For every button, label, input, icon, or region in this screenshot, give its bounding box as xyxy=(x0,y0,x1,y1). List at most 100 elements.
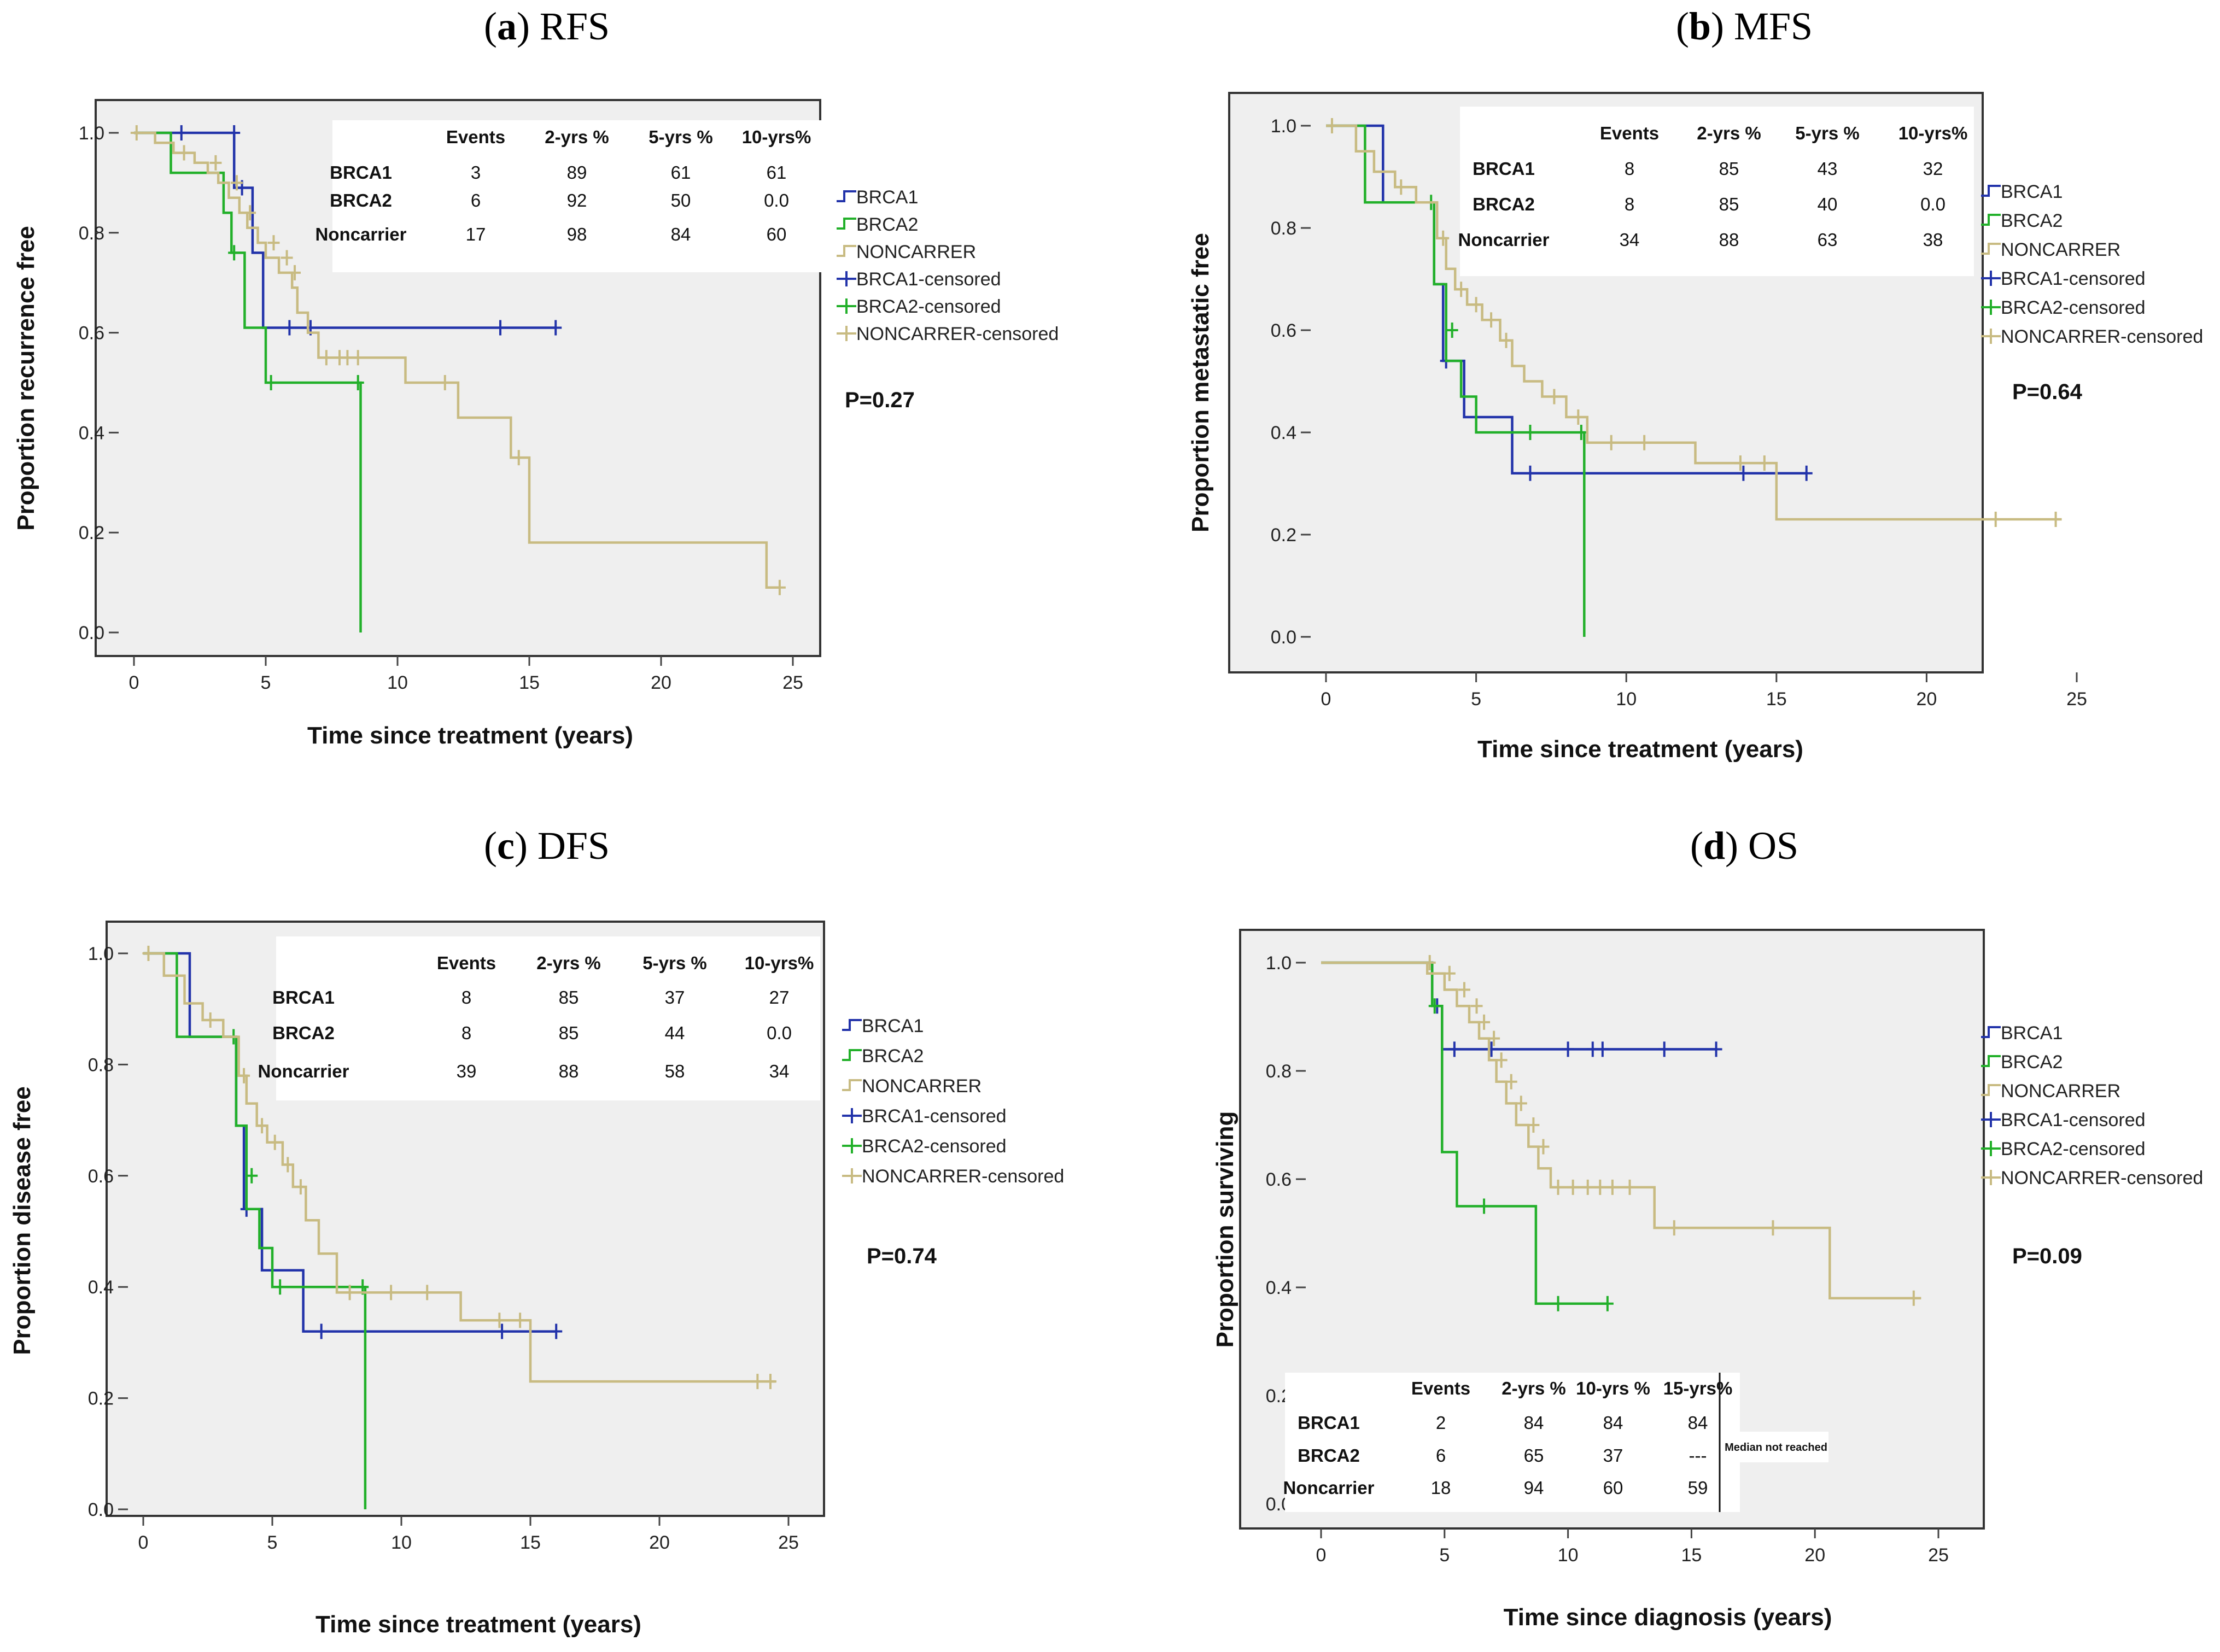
series-layer-a xyxy=(130,125,786,632)
x-tick-label: 5 xyxy=(1439,1545,1450,1566)
table-cell: --- xyxy=(1689,1445,1707,1466)
censor-mark-brca1 xyxy=(1800,465,1813,481)
x-tick-label: 10 xyxy=(391,1532,412,1553)
censor-mark-noncarrier xyxy=(1668,1220,1680,1236)
censor-mark-noncarrier xyxy=(751,1374,764,1390)
y-ticks-b: 0.0 0.2 0.4 0.6 0.8 1.0 xyxy=(1271,116,1311,648)
x-ticks-c: 0 5 10 15 20 25 xyxy=(138,1516,799,1553)
censor-mark-noncarrier xyxy=(1552,1179,1564,1195)
table-cell: 18 xyxy=(1431,1478,1451,1498)
censor-mark-brca2 xyxy=(1575,425,1587,440)
table-cell: 61 xyxy=(767,162,787,183)
legend-swatch-noncarrier-censored xyxy=(837,326,856,341)
legend-label: BRCA2 xyxy=(856,214,918,235)
legend-label: BRCA1-censored xyxy=(856,269,1001,290)
x-tick-label: 0 xyxy=(1321,689,1331,710)
censor-mark-noncarrier xyxy=(230,175,243,191)
table-header-cell: 15-yrs% xyxy=(1663,1378,1733,1398)
table-header-cell: Events xyxy=(437,953,496,973)
censor-mark-noncarrier xyxy=(352,350,364,366)
table-cell: 43 xyxy=(1818,159,1838,179)
censor-mark-noncarrier xyxy=(1325,118,1338,133)
legend-a: BRCA1 BRCA2 NONCARRER BRCA1-censored BRCA2-c… xyxy=(837,187,1059,344)
legend-label: BRCA2-censored xyxy=(862,1136,1007,1157)
censor-mark-brca2 xyxy=(1446,323,1458,338)
censor-mark-noncarrier xyxy=(1581,1179,1594,1195)
series-line-brca2 xyxy=(143,952,367,1509)
legend-label: NONCARRER xyxy=(2001,239,2120,260)
censor-mark-brca1 xyxy=(1524,465,1537,481)
censor-mark-noncarrier xyxy=(1623,1179,1636,1195)
table-header-cell: Events xyxy=(1411,1378,1470,1398)
panel-letter-d: d xyxy=(1703,826,1725,868)
legend-label: NONCARRER-censored xyxy=(2001,326,2203,347)
table-cell: 39 xyxy=(457,1061,477,1081)
chart-svg-d: (d) OS 0.00.20.40.60.81.0 0 5 10 15 20 25 Eve… xyxy=(1212,826,2203,1631)
table-cell: 84 xyxy=(671,224,691,244)
panel-letter-c: c xyxy=(497,826,515,868)
x-tick-label: 15 xyxy=(520,1532,541,1553)
censor-mark-brca1 xyxy=(228,125,241,140)
y-tick-label: 0.8 xyxy=(1266,1061,1292,1082)
censor-mark-noncarrier xyxy=(421,1285,434,1300)
y-axis-label-c: Proportion disease free xyxy=(9,1086,36,1355)
y-ticks-a: 0.0 0.2 0.4 0.6 0.8 1.0 xyxy=(79,123,119,643)
y-tick-label: 0.2 xyxy=(79,523,104,543)
legend-d: BRCA1 BRCA2 NONCARRER BRCA1-censored BRCA2-c… xyxy=(1981,1023,2203,1188)
y-tick-label: 0.0 xyxy=(79,623,104,643)
censor-mark-noncarrier xyxy=(320,350,332,366)
y-tick-label: 0.4 xyxy=(88,1277,114,1298)
table-cell: 8 xyxy=(461,987,471,1007)
censor-mark-noncarrier xyxy=(1495,1052,1508,1068)
series-line-brca1 xyxy=(134,131,556,329)
panel-title-text-b: MFS xyxy=(1734,4,1813,48)
x-tick-label: 0 xyxy=(129,672,139,693)
censor-mark-brca1 xyxy=(1658,1041,1670,1057)
table-row-label: BRCA2 xyxy=(1473,194,1535,214)
censor-mark-noncarrier xyxy=(209,155,222,171)
legend-swatch-brca1-censored xyxy=(1981,271,2001,286)
censor-mark-noncarrier xyxy=(2049,511,2062,527)
legend-label: NONCARRER xyxy=(856,242,976,262)
table-cell: 6 xyxy=(1436,1445,1446,1466)
censor-mark-noncarrier xyxy=(1395,179,1407,195)
censor-mark-noncarrier xyxy=(294,1179,307,1195)
censor-mark-brca2 xyxy=(352,375,364,390)
censor-mark-brca2 xyxy=(1478,1198,1491,1214)
legend-swatch-noncarrier-censored xyxy=(842,1168,862,1184)
censor-mark-brca2 xyxy=(246,1168,258,1184)
table-cell: 50 xyxy=(671,190,691,210)
y-tick-label: 0.2 xyxy=(1271,525,1296,546)
x-tick-label: 10 xyxy=(387,672,408,693)
x-tick-label: 10 xyxy=(1616,689,1637,710)
legend-label: BRCA1 xyxy=(856,187,918,208)
chart-svg-b: (b) MFS 0.0 0.2 0.4 0.6 0.8 1.0 0 5 10 15 20 25 Ev… xyxy=(1187,4,2203,763)
panel-a: (a) RFS 0.0 0.2 0.4 0.6 0.8 1.0 0 5 10 15 20 25 Ev… xyxy=(0,0,1110,826)
note-box-d xyxy=(1724,1432,1828,1462)
table-header-cell: 2-yrs % xyxy=(1502,1378,1565,1398)
panel-title-b: (b) MFS xyxy=(1676,4,1813,48)
table-cell: 60 xyxy=(1603,1478,1623,1498)
censor-mark-noncarrier xyxy=(1505,1074,1517,1089)
legend-swatch-noncarrier-censored xyxy=(1981,1170,2001,1185)
series-layer-c xyxy=(142,946,776,1509)
table-cell: 89 xyxy=(567,162,587,183)
legend-label: BRCA2 xyxy=(2001,1052,2063,1073)
x-tick-label: 5 xyxy=(1471,689,1481,710)
x-ticks-b: 0 5 10 15 20 25 xyxy=(1321,672,2087,710)
table-cell: 85 xyxy=(1719,194,1739,214)
series-layer-b xyxy=(1325,118,2062,637)
legend-swatch-noncarrier xyxy=(1981,1084,2001,1096)
y-tick-label: 1.0 xyxy=(1266,953,1292,974)
y-tick-label: 0.6 xyxy=(1271,320,1296,341)
censor-mark-noncarrier xyxy=(204,1012,217,1028)
legend-label: BRCA1-censored xyxy=(2001,1110,2146,1130)
x-tick-label: 5 xyxy=(267,1532,278,1553)
censor-mark-noncarrier xyxy=(289,265,301,280)
censor-mark-noncarrier xyxy=(1548,389,1561,405)
legend-swatch-brca1 xyxy=(1981,1026,2001,1038)
legend-swatch-brca1-censored xyxy=(842,1108,862,1123)
y-tick-label: 0.8 xyxy=(1271,218,1296,239)
table-cell: 38 xyxy=(1923,230,1943,250)
y-axis-label-d: Proportion surviving xyxy=(1212,1111,1238,1348)
